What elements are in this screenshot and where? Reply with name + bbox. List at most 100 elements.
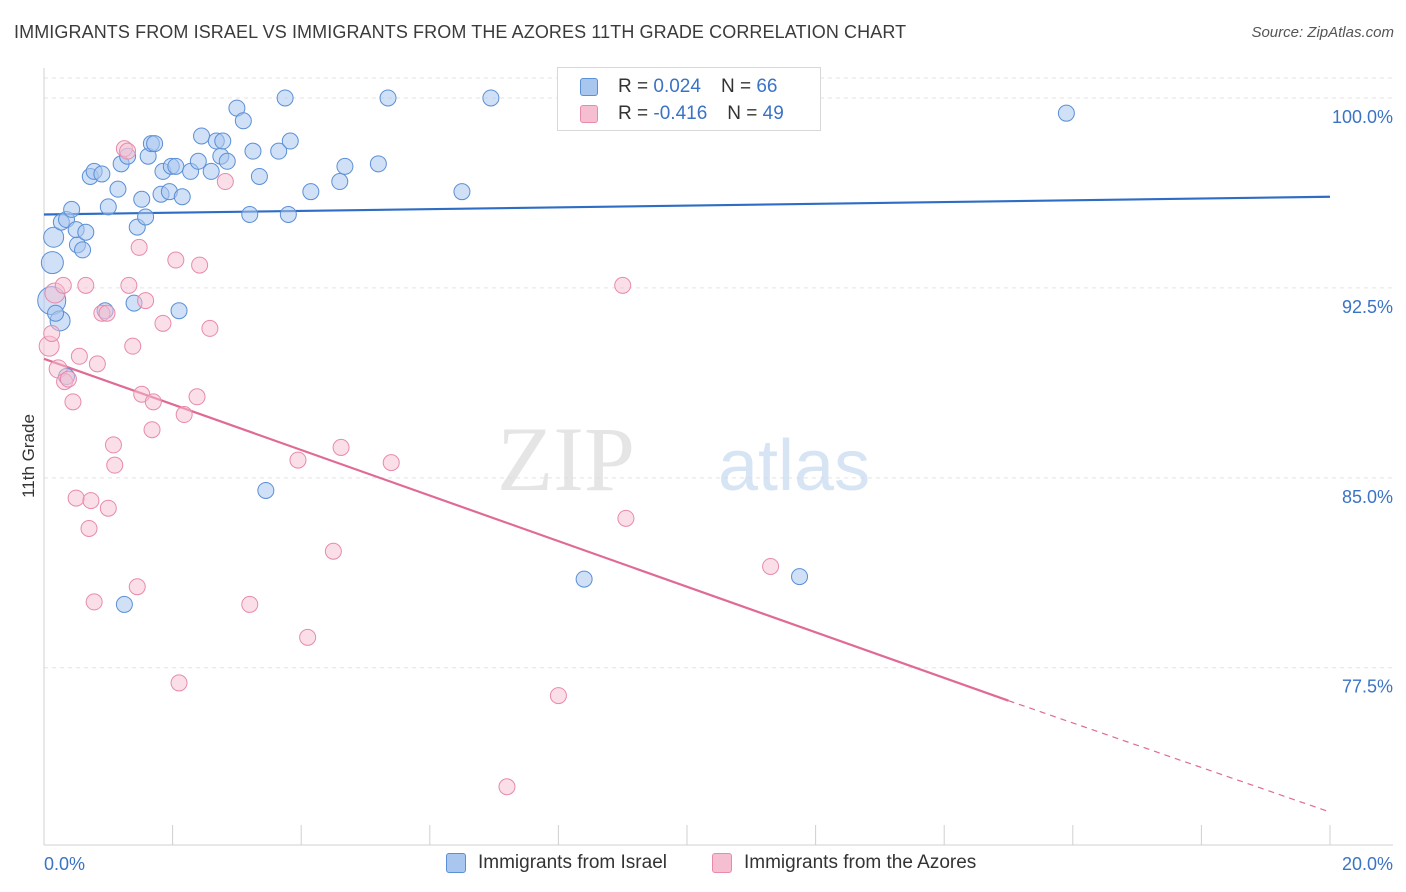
point-israel: [115, 595, 133, 613]
trend-line-azores: [43, 357, 1009, 702]
point-azores: [170, 674, 188, 692]
point-azores: [241, 595, 259, 613]
point-azores: [64, 393, 82, 411]
point-azores: [67, 489, 85, 507]
point-israel: [202, 162, 220, 180]
point-azores: [617, 509, 635, 527]
correlation-legend: R = 0.024 N = 66 R = -0.416 N = 49: [557, 67, 821, 131]
point-israel: [482, 89, 500, 107]
point-azores: [43, 324, 61, 342]
point-azores: [382, 454, 400, 472]
point-israel: [279, 205, 297, 223]
point-azores: [144, 393, 162, 411]
point-israel: [109, 180, 127, 198]
series-legend-israel: Immigrants from Israel: [446, 852, 667, 874]
source-label: Source: ZipAtlas.com: [1251, 24, 1394, 41]
point-azores: [128, 578, 146, 596]
points-israel: [37, 89, 1075, 613]
legend-swatch-azores: [580, 105, 598, 123]
point-azores: [130, 238, 148, 256]
point-israel: [331, 173, 349, 191]
legend-r-value-israel: 0.024: [653, 76, 701, 97]
point-israel: [257, 481, 275, 499]
point-azores: [614, 276, 632, 294]
legend-r-value-azores: -0.416: [653, 103, 708, 124]
y-tick-label: 85.0%: [1342, 487, 1393, 507]
point-azores: [120, 276, 138, 294]
point-israel: [336, 157, 354, 175]
point-azores: [299, 628, 317, 646]
legend-r-label: R =: [618, 76, 649, 97]
point-israel: [189, 152, 207, 170]
point-israel: [791, 568, 809, 586]
x-tick-label: 20.0%: [1342, 854, 1393, 874]
watermark-atlas: atlas: [718, 426, 870, 506]
point-israel: [250, 167, 268, 185]
point-azores: [106, 456, 124, 474]
point-azores: [332, 438, 350, 456]
point-israel: [170, 302, 188, 320]
point-israel: [214, 132, 232, 150]
point-azores: [54, 276, 72, 294]
grid-lines: [44, 77, 1393, 669]
point-israel: [146, 135, 164, 153]
point-azores: [59, 370, 77, 388]
point-israel: [453, 183, 471, 201]
point-azores: [324, 542, 342, 560]
legend-r-label: R =: [618, 103, 649, 124]
watermark-zip: ZIP: [497, 408, 635, 510]
legend-n-value-azores: 49: [762, 103, 784, 124]
trend-line-israel: [43, 195, 1331, 216]
point-israel: [379, 89, 397, 107]
point-israel: [137, 208, 155, 226]
point-israel: [302, 183, 320, 201]
point-azores: [137, 292, 155, 310]
point-azores: [175, 406, 193, 424]
point-azores: [167, 251, 185, 269]
point-israel: [47, 304, 65, 322]
axes: [43, 68, 1393, 846]
point-israel: [281, 132, 299, 150]
x-tick-label: 0.0%: [44, 854, 85, 874]
series-legend-label-azores: Immigrants from the Azores: [744, 852, 977, 873]
point-israel: [173, 188, 191, 206]
point-azores: [154, 314, 172, 332]
point-azores: [88, 355, 106, 373]
series-legend-azores: Immigrants from the Azores: [712, 852, 976, 874]
point-azores: [143, 421, 161, 439]
point-israel: [133, 190, 151, 208]
point-israel: [99, 198, 117, 216]
point-israel: [234, 112, 252, 130]
point-israel: [93, 165, 111, 183]
point-israel: [77, 223, 95, 241]
point-azores: [188, 388, 206, 406]
series-swatch-azores: [712, 853, 732, 873]
point-azores: [98, 304, 116, 322]
point-azores: [191, 256, 209, 274]
point-israel: [369, 155, 387, 173]
point-azores: [80, 519, 98, 537]
point-azores: [549, 687, 567, 705]
point-azores: [762, 557, 780, 575]
legend-n-label: N =: [720, 76, 752, 97]
point-israel: [218, 152, 236, 170]
point-israel: [167, 157, 185, 175]
legend-n-value-israel: 66: [756, 76, 778, 97]
legend-swatch-israel: [580, 78, 598, 96]
tick-labels: 77.5% 85.0% 92.5% 100.0% 0.0% 20.0%: [44, 107, 1393, 874]
point-azores: [124, 337, 142, 355]
point-azores: [498, 778, 516, 796]
point-azores: [104, 436, 122, 454]
point-azores: [85, 593, 103, 611]
point-israel: [276, 89, 294, 107]
point-azores: [77, 276, 95, 294]
point-israel: [270, 142, 288, 160]
trend-lines: [43, 195, 1331, 813]
legend-row-israel: R = 0.024 N = 66: [580, 75, 777, 99]
y-tick-label: 100.0%: [1332, 107, 1393, 127]
point-azores: [99, 499, 117, 517]
point-israel: [244, 142, 262, 160]
point-israel: [43, 226, 65, 248]
point-azores: [70, 347, 88, 365]
y-tick-label: 92.5%: [1342, 297, 1393, 317]
